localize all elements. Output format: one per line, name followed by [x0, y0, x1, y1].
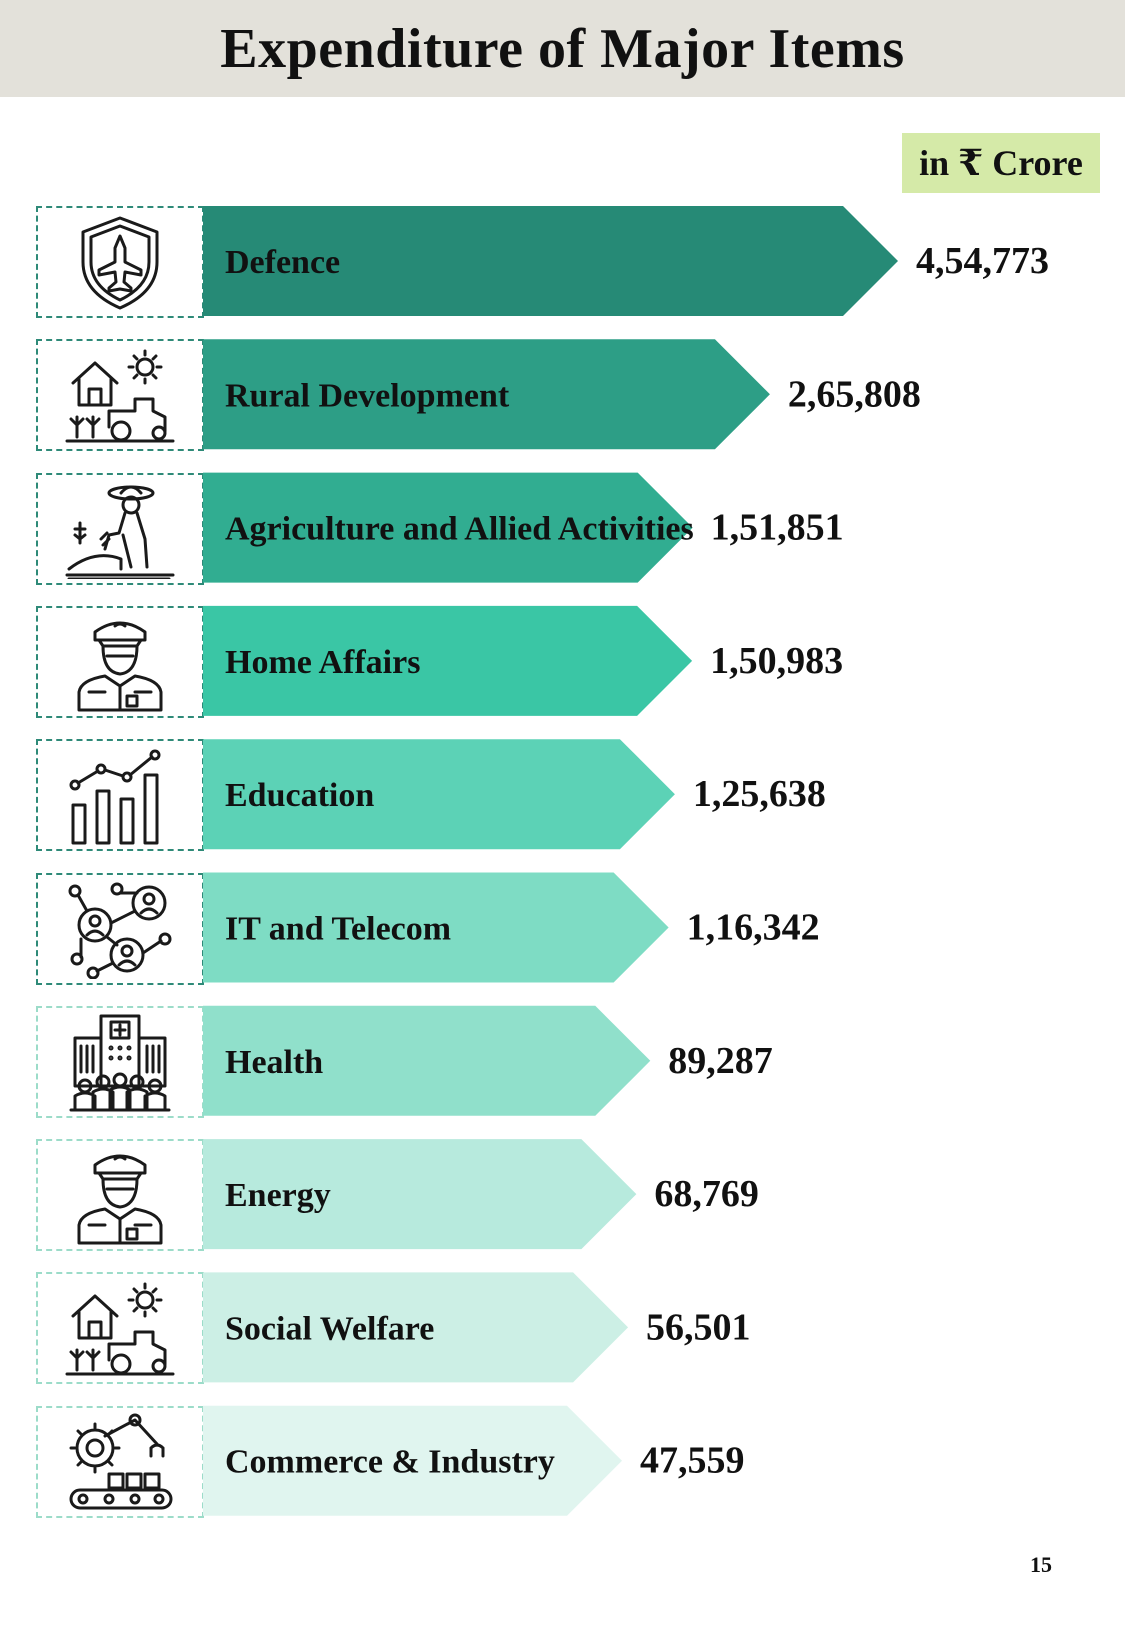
bar-3: [203, 472, 693, 583]
value-label: 1,25,638: [693, 773, 826, 815]
bar-7: [203, 1005, 651, 1116]
category-label: Energy: [225, 1177, 331, 1214]
bar-5: [203, 739, 675, 850]
bar-9: [203, 1272, 629, 1383]
category-label: Home Affairs: [225, 644, 420, 681]
page-number: 15: [1030, 1552, 1052, 1577]
growth-bar-chart-icon: [69, 749, 161, 845]
icon-box: [36, 872, 204, 985]
unit-badge: in ₹ Crore: [902, 133, 1100, 193]
police-officer-icon: [77, 1154, 163, 1245]
category-label: Agriculture and Allied Activities: [225, 511, 694, 548]
category-label: Social Welfare: [225, 1310, 434, 1347]
value-label: 1,50,983: [710, 640, 843, 682]
icon-box: [36, 739, 204, 852]
icon-box: [36, 472, 204, 585]
icon-box: [36, 1272, 204, 1385]
category-label: Defence: [225, 244, 340, 281]
header-banner: Expenditure of Major Items: [0, 0, 1125, 97]
bar-1: [203, 206, 898, 316]
farmer-planting-icon: [65, 485, 175, 579]
icon-box: [36, 1005, 204, 1118]
category-label: Health: [225, 1044, 323, 1081]
value-label: 4,54,773: [916, 240, 1049, 282]
hospital-crowd-icon: [69, 1014, 171, 1112]
category-label: Commerce & Industry: [225, 1444, 555, 1481]
bar-6: [203, 872, 669, 983]
value-label: 47,559: [640, 1440, 745, 1482]
page-title: Expenditure of Major Items: [220, 17, 905, 80]
bar-10: [203, 1405, 622, 1516]
bar-8: [203, 1139, 637, 1250]
icon-box: [36, 1405, 204, 1518]
value-label: 89,287: [668, 1040, 773, 1082]
shield-fighter-jet-icon: [81, 216, 159, 310]
icon-box: [36, 206, 204, 318]
bar-2: [203, 339, 770, 450]
industrial-robot-arm-icon: [69, 1413, 173, 1510]
category-label: Education: [225, 777, 374, 814]
value-label: 1,16,342: [687, 907, 820, 949]
category-label: Rural Development: [225, 377, 510, 414]
value-label: 68,769: [654, 1173, 759, 1215]
farmhouse-tractor-icon: [65, 1282, 175, 1376]
icon-box: [36, 1139, 204, 1252]
category-label: IT and Telecom: [225, 911, 451, 948]
network-people-icon: [68, 882, 172, 979]
bar-4: [203, 605, 693, 716]
police-officer-icon: [77, 621, 163, 712]
value-label: 1,51,851: [711, 507, 844, 549]
farmhouse-tractor-icon: [65, 349, 175, 443]
value-label: 2,65,808: [788, 373, 921, 415]
value-label: 56,501: [646, 1306, 751, 1348]
